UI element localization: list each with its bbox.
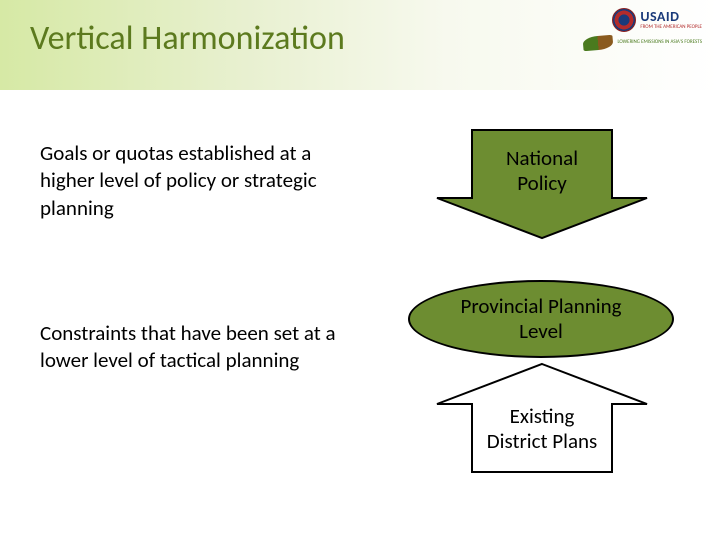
body-text-goals: Goals or quotas established at a higher …	[40, 140, 360, 222]
ellipse-provincial: Provincial Planning Level	[408, 280, 674, 358]
arrow-down-national-policy: National Policy	[432, 128, 652, 240]
ellipse-shape: Provincial Planning Level	[408, 280, 674, 358]
ellipse-label-line2: Level	[519, 318, 563, 344]
arrow-up-label: Existing District Plans	[432, 404, 652, 454]
leaf-logo: LOWERING EMISSIONS IN ASIA'S FORESTS	[562, 36, 702, 50]
page-title: Vertical Harmonization	[30, 18, 345, 59]
arrow-up-label-line1: Existing	[510, 403, 575, 429]
usaid-logo-subtext: FROM THE AMERICAN PEOPLE	[640, 24, 702, 30]
ellipse-label: Provincial Planning Level	[460, 294, 621, 344]
body-text-constraints: Constraints that have been set at a lowe…	[40, 320, 370, 375]
ellipse-label-line1: Provincial Planning	[460, 293, 621, 319]
usaid-logo: USAID FROM THE AMERICAN PEOPLE	[562, 8, 702, 32]
arrow-up-label-line2: District Plans	[487, 428, 598, 454]
logo-area: USAID FROM THE AMERICAN PEOPLE LOWERING …	[562, 8, 702, 78]
usaid-logo-text: USAID	[640, 10, 702, 24]
arrow-up-district-plans: Existing District Plans	[432, 362, 652, 474]
usaid-seal-icon	[612, 8, 636, 32]
leaf-logo-text: LOWERING EMISSIONS IN ASIA'S FORESTS	[617, 40, 702, 46]
leaf-icon	[583, 35, 614, 52]
arrow-down-label: National Policy	[432, 146, 652, 196]
arrow-down-label-line2: Policy	[517, 170, 567, 196]
arrow-down-label-line1: National	[506, 145, 578, 171]
